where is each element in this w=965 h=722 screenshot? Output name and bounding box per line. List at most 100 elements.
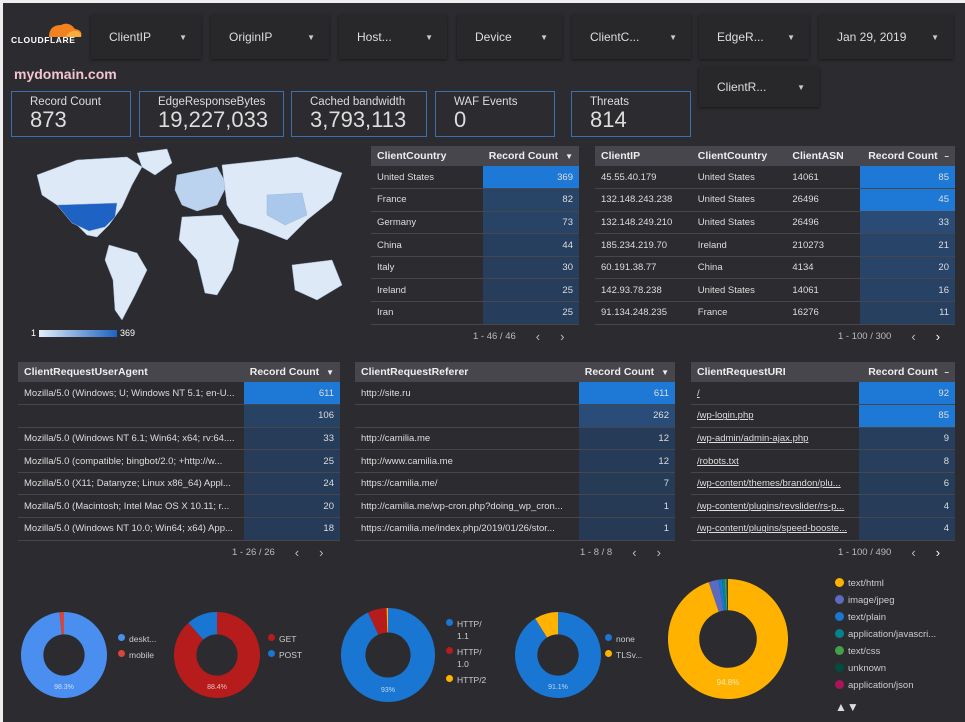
column-header[interactable]: Record Count ▼ xyxy=(578,362,675,382)
legend-item[interactable]: TLSv... xyxy=(605,649,642,661)
table-row[interactable]: Mozilla/5.0 (Macintosh; Intel Mac OS X 1… xyxy=(18,494,340,519)
donut-slice[interactable] xyxy=(386,608,388,633)
sort-icon[interactable]: ▼ xyxy=(661,368,669,377)
filter-client-country[interactable]: ClientC... ▼ xyxy=(572,15,691,59)
legend-item[interactable]: HTTP/ 1.1 xyxy=(446,618,486,642)
next-page-icon[interactable]: › xyxy=(656,545,661,560)
sort-icon[interactable]: – xyxy=(944,368,949,377)
table-row[interactable]: Mozilla/5.0 (Windows NT 6.1; Win64; x64;… xyxy=(18,427,340,451)
table-row[interactable]: Germany 73 xyxy=(371,211,579,235)
donut-slice[interactable] xyxy=(59,612,64,635)
date-range-picker[interactable]: Jan 29, 2019 ▼ xyxy=(819,15,953,59)
legend-item[interactable]: application/javascri... xyxy=(835,629,936,641)
legend-item[interactable]: none xyxy=(605,633,642,645)
table-row[interactable]: 91.134.248.235 France 16276 11 xyxy=(595,301,955,325)
table-cell[interactable]: /robots.txt xyxy=(691,449,859,473)
table-row[interactable]: Mozilla/5.0 (compatible; bingbot/2.0; +h… xyxy=(18,449,340,473)
legend-item[interactable]: HTTP/2 xyxy=(446,674,486,686)
donut-slice[interactable] xyxy=(708,579,724,612)
donut-slice[interactable] xyxy=(718,579,726,611)
next-page-icon[interactable]: › xyxy=(560,329,565,344)
column-header[interactable]: ClientASN xyxy=(786,146,860,166)
table-row[interactable]: 185.234.219.70 Ireland 210273 21 xyxy=(595,233,955,257)
table-row[interactable]: Iran 25 xyxy=(371,301,579,325)
legend-item[interactable]: HTTP/ 1.0 xyxy=(446,646,486,670)
legend-item[interactable]: text/plain xyxy=(835,612,936,624)
donut-slice[interactable] xyxy=(174,612,260,698)
table-row[interactable]: 132.148.243.238 United States 26496 45 xyxy=(595,188,955,212)
table-row[interactable]: 262 xyxy=(355,404,675,428)
column-header[interactable]: ClientCountry xyxy=(691,146,787,166)
table-row[interactable]: http://site.ru 611 xyxy=(355,382,675,406)
legend-item[interactable]: mobile xyxy=(118,649,156,661)
next-page-icon[interactable]: › xyxy=(935,545,941,560)
table-row[interactable]: http://camilia.me 12 xyxy=(355,427,675,451)
column-header[interactable]: ClientRequestUserAgent xyxy=(18,362,244,382)
legend-item[interactable]: text/css xyxy=(835,646,936,658)
table-row[interactable]: Mozilla/5.0 (X11; Datanyze; Linux x86_64… xyxy=(18,472,340,496)
column-header[interactable]: Record Count ▼ xyxy=(482,146,579,166)
table-cell[interactable]: /wp-content/themes/brandon/plu... xyxy=(691,472,859,496)
table-row[interactable]: China 44 xyxy=(371,233,579,257)
donut-slice[interactable] xyxy=(188,612,217,640)
sort-icon[interactable]: ▼ xyxy=(565,152,573,161)
filter-client-request[interactable]: ClientR... ▼ xyxy=(699,67,819,107)
table-row[interactable]: /robots.txt 8 xyxy=(691,449,955,473)
table-row[interactable]: Italy 30 xyxy=(371,256,579,280)
table-row[interactable]: 142.93.78.238 United States 14061 16 xyxy=(595,278,955,303)
filter-host[interactable]: Host... ▼ xyxy=(339,15,447,59)
table-cell[interactable]: /wp-admin/admin-ajax.php xyxy=(691,427,859,451)
column-header[interactable]: Record Count – xyxy=(860,146,955,166)
legend-item[interactable]: unknown xyxy=(835,663,936,675)
legend-pager[interactable]: ▲▼ xyxy=(835,700,859,714)
table-row[interactable]: 45.55.40.179 United States 14061 85 xyxy=(595,166,955,190)
donut-slice[interactable] xyxy=(340,608,435,702)
donut-slice[interactable] xyxy=(668,579,788,699)
table-row[interactable]: 106 xyxy=(18,404,340,428)
table-row[interactable]: 60.191.38.77 China 4134 20 xyxy=(595,256,955,280)
legend-item[interactable]: text/html xyxy=(835,578,936,590)
table-cell[interactable]: /wp-content/plugins/revslider/rs-p... xyxy=(691,494,859,519)
legend-item[interactable]: POST xyxy=(268,649,302,661)
table-cell[interactable]: /wp-content/plugins/speed-booste... xyxy=(691,517,859,541)
sort-icon[interactable]: ▼ xyxy=(326,368,334,377)
donut-slice[interactable] xyxy=(515,612,602,698)
prev-page-icon[interactable]: ‹ xyxy=(632,545,637,560)
column-header[interactable]: Record Count ▼ xyxy=(243,362,340,382)
table-row[interactable]: /wp-content/plugins/speed-booste... 4 xyxy=(691,517,955,541)
table-row[interactable]: Ireland 25 xyxy=(371,278,579,303)
table-row[interactable]: /wp-content/themes/brandon/plu... 6 xyxy=(691,472,955,496)
donut-slice[interactable] xyxy=(21,612,108,698)
table-row[interactable]: United States 369 xyxy=(371,166,579,190)
table-row[interactable]: http://camilia.me/wp-cron.php?doing_wp_c… xyxy=(355,494,675,519)
next-page-icon[interactable]: › xyxy=(319,545,324,560)
world-map[interactable] xyxy=(17,145,353,325)
column-header[interactable]: ClientCountry xyxy=(371,146,483,166)
table-row[interactable]: /wp-content/plugins/revslider/rs-p... 4 xyxy=(691,494,955,519)
filter-edge-response[interactable]: EdgeR... ▼ xyxy=(699,15,809,59)
prev-page-icon[interactable]: ‹ xyxy=(911,545,916,560)
table-cell[interactable]: /wp-login.php xyxy=(691,404,859,428)
column-header[interactable]: ClientIP xyxy=(595,146,692,166)
legend-item[interactable]: image/jpeg xyxy=(835,595,936,607)
sort-icon[interactable]: – xyxy=(944,152,949,161)
table-cell[interactable]: / xyxy=(691,382,859,406)
table-row[interactable]: Mozilla/5.0 (Windows; U; Windows NT 5.1;… xyxy=(18,382,340,406)
filter-origin-ip[interactable]: OriginIP ▼ xyxy=(211,15,329,59)
donut-slice[interactable] xyxy=(367,608,388,635)
table-row[interactable]: https://camilia.me/index.php/2019/01/26/… xyxy=(355,517,675,541)
next-page-icon[interactable]: › xyxy=(935,329,941,344)
donut-slice[interactable] xyxy=(726,579,728,611)
legend-item[interactable]: deskt... xyxy=(118,633,156,645)
donut-slice[interactable] xyxy=(724,579,728,611)
table-row[interactable]: https://camilia.me/7 xyxy=(355,472,675,496)
table-row[interactable]: /92 xyxy=(691,382,955,406)
legend-item[interactable]: GET xyxy=(268,633,302,645)
column-header[interactable]: ClientRequestReferer xyxy=(355,362,579,382)
legend-item[interactable]: application/json xyxy=(835,680,936,692)
donut-slice[interactable] xyxy=(721,579,727,611)
prev-page-icon[interactable]: ‹ xyxy=(294,545,300,560)
donut-slice[interactable] xyxy=(535,612,558,638)
table-row[interactable]: /wp-login.php 85 xyxy=(691,404,955,428)
filter-device[interactable]: Device ▼ xyxy=(457,15,562,59)
